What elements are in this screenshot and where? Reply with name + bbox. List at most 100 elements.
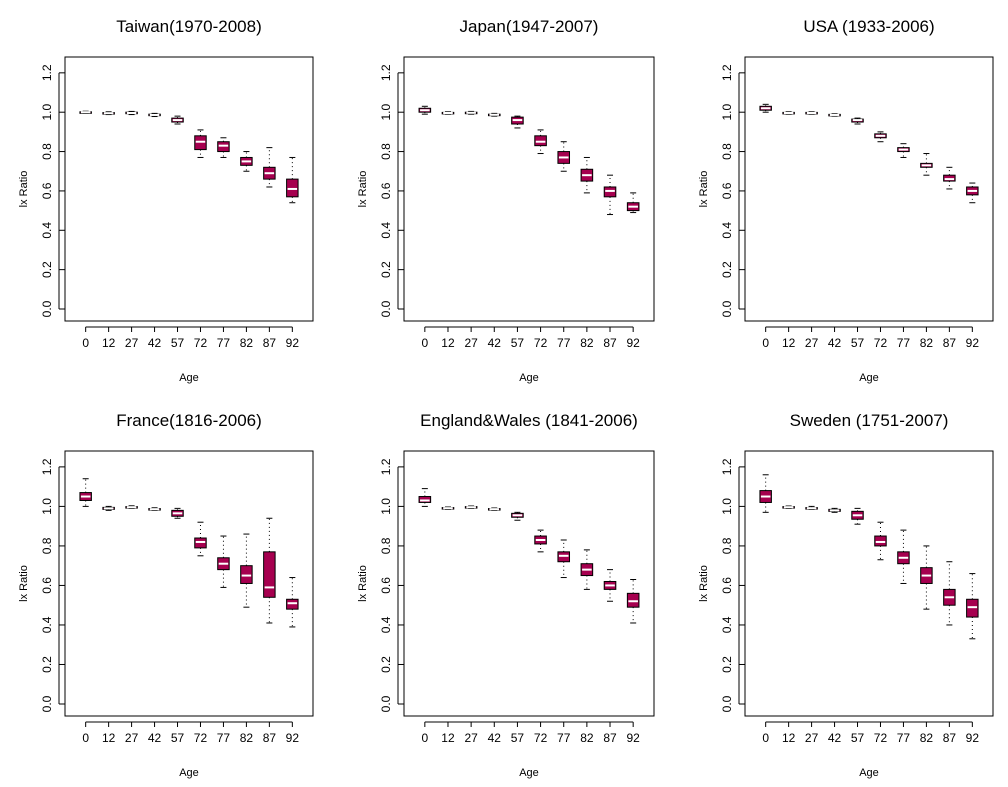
y-tick-label: 0.0 <box>40 695 54 712</box>
box-12 <box>102 111 115 116</box>
y-tick-label: 1.2 <box>379 64 393 81</box>
y-tick-label: 0.4 <box>720 616 734 633</box>
y-tick-label: 0.4 <box>40 222 54 239</box>
y-axis-label: lx Ratio <box>18 171 30 208</box>
x-tick-label: 57 <box>851 731 865 745</box>
x-tick-label: 92 <box>286 731 300 745</box>
box-82 <box>920 153 933 176</box>
x-tick-label: 82 <box>580 336 594 350</box>
y-tick-label: 1.2 <box>720 458 734 475</box>
panel-0: Taiwan(1970-2008) 0.0 0.2 0.4 0.6 0.8 1.0 1.2 lx… <box>18 17 314 384</box>
box-72 <box>874 131 887 143</box>
y-tick-label: 0.8 <box>720 143 734 160</box>
panel-1: Japan(1947-2007) 0.0 0.2 0.4 0.6 0.8 1.0 1.2 lx … <box>357 17 655 384</box>
panel-3: France(1816-2006) 0.0 0.2 0.4 0.6 0.8 1.0 1.2 lx… <box>18 411 314 779</box>
x-tick-label: 82 <box>920 336 934 350</box>
x-tick-label: 0 <box>762 336 769 350</box>
y-axis-label: lx Ratio <box>698 565 710 602</box>
x-tick-label: 12 <box>441 336 455 350</box>
plot-frame <box>744 56 994 322</box>
box-27 <box>125 505 138 509</box>
x-tick-label: 77 <box>897 336 911 350</box>
x-tick-label: 12 <box>102 336 116 350</box>
x-tick-label: 42 <box>148 336 162 350</box>
x-tick-label: 77 <box>897 731 911 745</box>
y-tick-label: 0.2 <box>379 261 393 278</box>
x-tick-label: 0 <box>421 336 428 350</box>
x-tick-label: 77 <box>217 336 231 350</box>
box-0 <box>79 110 92 114</box>
box-42 <box>148 507 161 511</box>
x-tick-label: 42 <box>828 731 842 745</box>
box-27 <box>464 505 478 509</box>
box-87 <box>263 517 276 624</box>
y-tick-label: 1.0 <box>379 104 393 121</box>
y-tick-label: 0.4 <box>379 222 393 239</box>
y-tick-label: 0.2 <box>720 656 734 673</box>
box-42 <box>828 113 841 117</box>
y-tick-label: 1.0 <box>40 498 54 515</box>
x-tick-label: 57 <box>511 336 525 350</box>
box-57 <box>511 511 524 521</box>
x-tick-label: 82 <box>580 731 594 745</box>
y-tick-label: 0.0 <box>379 695 393 712</box>
x-tick-label: 82 <box>240 731 254 745</box>
x-tick-label: 87 <box>603 731 617 745</box>
box-82 <box>580 549 594 590</box>
x-tick-label: 27 <box>125 731 139 745</box>
box-0 <box>759 474 772 513</box>
panel-title: Japan(1947-2007) <box>460 17 599 36</box>
x-tick-label: 27 <box>464 336 478 350</box>
y-tick-label: 0.4 <box>379 616 393 633</box>
panel-title: England&Wales (1841-2006) <box>420 411 638 430</box>
box-12 <box>782 111 795 115</box>
box-27 <box>805 505 818 510</box>
box-92 <box>286 156 299 204</box>
x-tick-label: 72 <box>874 731 888 745</box>
box-42 <box>148 112 161 118</box>
box-0 <box>418 105 432 115</box>
plot-frame <box>64 56 314 322</box>
x-tick-label: 0 <box>421 731 428 745</box>
x-tick-label: 92 <box>626 731 640 745</box>
plot-frame <box>403 56 655 322</box>
x-axis-label: Age <box>859 372 879 384</box>
x-tick-label: 0 <box>82 336 89 350</box>
box-77 <box>557 539 571 579</box>
y-tick-label: 0.8 <box>720 537 734 554</box>
x-tick-label: 87 <box>603 336 617 350</box>
y-tick-label: 0.2 <box>720 261 734 278</box>
y-tick-label: 1.2 <box>40 458 54 475</box>
box-82 <box>920 545 933 610</box>
x-axis-label: Age <box>519 372 539 384</box>
x-tick-label: 87 <box>263 731 277 745</box>
box-72 <box>534 529 547 553</box>
x-tick-label: 57 <box>851 336 865 350</box>
plot-frame <box>64 450 314 717</box>
box-12 <box>782 505 795 509</box>
box-57 <box>511 115 524 129</box>
x-tick-label: 72 <box>534 731 548 745</box>
box-82 <box>240 151 253 172</box>
y-tick-label: 0.6 <box>379 182 393 199</box>
box-57 <box>171 507 184 519</box>
panel-2: USA (1933-2006) 0.0 0.2 0.4 0.6 0.8 1.0 1.2 lx R… <box>698 17 994 384</box>
x-tick-label: 72 <box>194 336 208 350</box>
y-axis-label: lx Ratio <box>698 171 710 208</box>
panel-5: Sweden (1751-2007) 0.0 0.2 0.4 0.6 0.8 1.0 1.2 l… <box>698 411 994 779</box>
x-tick-label: 42 <box>488 731 502 745</box>
box-92 <box>966 182 979 204</box>
x-tick-label: 72 <box>874 336 888 350</box>
x-tick-label: 77 <box>557 336 571 350</box>
y-tick-label: 0.8 <box>379 537 393 554</box>
box-77 <box>897 529 910 584</box>
box-0 <box>79 478 92 507</box>
x-tick-label: 27 <box>125 336 139 350</box>
box-87 <box>263 147 276 188</box>
box-82 <box>580 156 594 194</box>
y-tick-label: 1.0 <box>379 498 393 515</box>
x-tick-label: 87 <box>943 336 957 350</box>
y-tick-label: 1.0 <box>720 498 734 515</box>
x-tick-label: 72 <box>534 336 548 350</box>
